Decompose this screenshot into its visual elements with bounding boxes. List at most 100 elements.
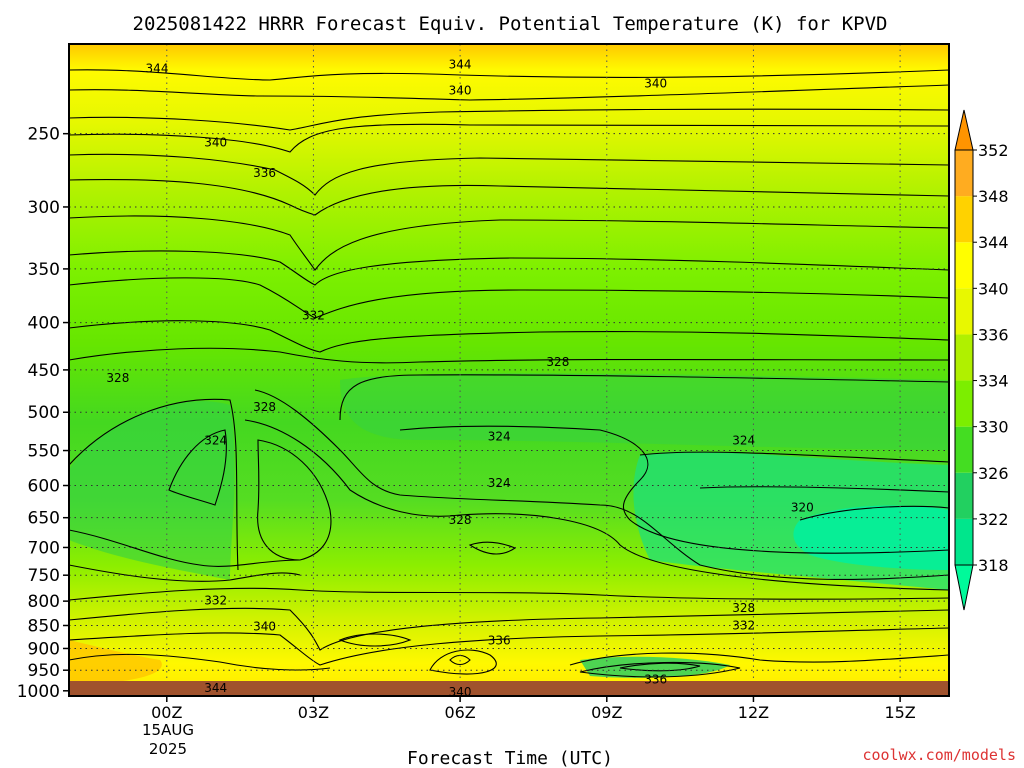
contour-label: 320 (791, 500, 814, 514)
contour-line (69, 277, 949, 319)
contour-lines (69, 69, 949, 678)
y-tick-label: 550 (28, 442, 60, 462)
x-tick-label: 09Z (591, 703, 622, 722)
contour-line (69, 123, 949, 153)
contour-line (244, 419, 949, 591)
x-axis: 00Z 03Z 06Z 09Z 12Z 15Z (151, 696, 916, 722)
x-tick-label: 12Z (738, 703, 769, 722)
colorbar-swatch (955, 380, 973, 427)
colorbar-swatch (955, 426, 973, 473)
y-tick-label: 700 (28, 538, 60, 558)
contour-label: 344 (204, 681, 227, 695)
colorbar-label: 334 (978, 372, 1009, 391)
y-tick-label: 500 (28, 403, 60, 423)
contour-line (69, 84, 949, 101)
colorbar-label: 330 (978, 418, 1009, 437)
colorbar-swatch (955, 150, 973, 197)
contour-label: 324 (488, 430, 511, 444)
contour-line (69, 215, 949, 271)
x-date-day: 15AUG (142, 721, 194, 739)
contour-line (69, 179, 949, 216)
contour-line (579, 661, 741, 678)
contour-label: 340 (253, 619, 276, 633)
x-tick-label: 06Z (444, 703, 475, 722)
contour-label: 336 (644, 673, 667, 687)
contour-label: 328 (546, 355, 569, 369)
contour-label: 328 (449, 513, 472, 527)
contour-label: 336 (488, 633, 511, 647)
contour-label: 332 (302, 308, 325, 322)
contour-label: 328 (732, 601, 755, 615)
y-tick-label: 650 (28, 509, 60, 529)
colorbar-label: 352 (978, 141, 1009, 160)
y-tick-label: 250 (28, 125, 60, 145)
contour-label: 324 (204, 433, 227, 447)
field-region-mid-left (69, 401, 235, 580)
contour-line (69, 320, 949, 353)
contour-label: 332 (204, 594, 227, 608)
contour-line (619, 662, 701, 672)
contour-line (339, 374, 949, 421)
contour-line (69, 153, 949, 196)
contour-line (569, 652, 949, 666)
y-tick-label: 400 (28, 314, 60, 334)
y-tick-label: 300 (28, 198, 60, 218)
y-tick-label: 600 (28, 477, 60, 497)
y-tick-label: 750 (28, 566, 60, 586)
contour-line (168, 429, 227, 506)
x-date-year: 2025 (149, 740, 187, 758)
colorbar-extend-top (954, 109, 974, 151)
colorbar-swatch (955, 242, 973, 289)
contour-line (399, 425, 949, 554)
contour-label: 340 (449, 84, 472, 98)
contour-label: 336 (253, 166, 276, 180)
colorbar-extend-bottom (954, 564, 974, 611)
ground-surface (69, 681, 949, 696)
contour-label: 324 (732, 433, 755, 447)
contour-line (639, 451, 949, 463)
y-tick-label: 1000 (17, 682, 60, 702)
contour-line (699, 486, 949, 493)
contour-line (449, 654, 471, 666)
contour-line (69, 529, 301, 567)
colorbar-frame (954, 149, 974, 566)
field-region-mid-center (340, 373, 949, 450)
contour-label: 328 (106, 371, 129, 385)
colorbar-label: 336 (978, 325, 1009, 344)
field-region-warm-left (69, 640, 162, 684)
contour-line (69, 69, 949, 81)
colorbar-swatch (955, 288, 973, 335)
contour-line (69, 564, 301, 582)
colorbar-swatch (955, 518, 973, 565)
x-axis-label: Forecast Time (UTC) (407, 748, 613, 768)
colorbar-label: 344 (978, 233, 1009, 252)
field-region-cool-right-low (580, 656, 730, 678)
y-tick-label: 350 (28, 260, 60, 280)
contour-line (69, 250, 949, 286)
y-tick-label: 800 (28, 592, 60, 612)
colorbar-swatch (955, 334, 973, 381)
colorbar-label: 340 (978, 279, 1009, 298)
contour-label: 344 (449, 58, 472, 72)
x-tick-label: 00Z (151, 703, 182, 722)
y-tick-label: 450 (28, 361, 60, 381)
y-axis: 250 300 350 400 450 500 550 600 650 700 750 800 850 9… (17, 125, 69, 702)
contour-line (69, 587, 949, 601)
colorbar-label: 318 (978, 556, 1009, 575)
contour-line (69, 347, 949, 364)
credit-text: coolwx.com/models (862, 746, 1016, 764)
contour-line (468, 541, 517, 555)
contour-line (69, 398, 239, 571)
chart-title: 2025081422 HRRR Forecast Equiv. Potentia… (133, 13, 888, 35)
colorbar: 318 322 326 330 334 336 340 344 348 352 (954, 109, 1009, 611)
contour-line (338, 633, 412, 647)
contour-line (429, 649, 497, 675)
contour-line (69, 653, 331, 671)
contour-line (69, 627, 949, 666)
contour-line (257, 439, 332, 561)
y-tick-label: 950 (28, 661, 60, 681)
y-tick-label: 850 (28, 616, 60, 636)
plot-area (69, 44, 949, 696)
grid-lines (69, 44, 949, 696)
